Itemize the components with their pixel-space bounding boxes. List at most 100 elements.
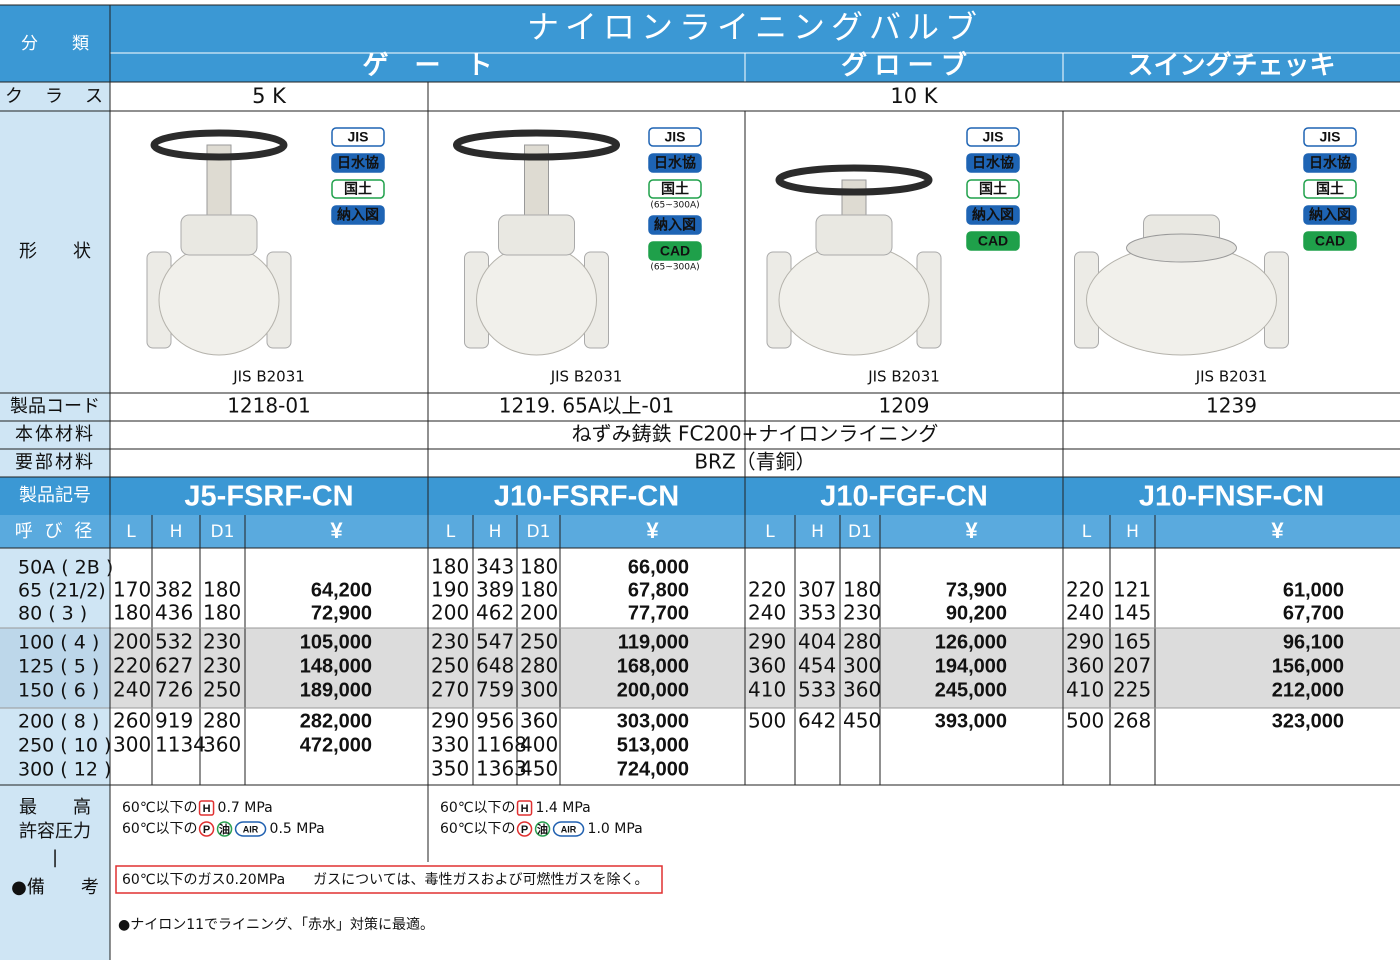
pressure-text: 60℃以下の xyxy=(122,821,198,837)
dimension: 648 xyxy=(476,654,514,678)
dimension: 250 xyxy=(431,654,469,678)
badge xyxy=(1303,179,1357,199)
model-code: J10-FGF-CN xyxy=(820,481,988,513)
material: BRZ（青銅） xyxy=(694,450,815,474)
product-code: 1239 xyxy=(1206,394,1257,418)
row-label: ク ラ ス xyxy=(5,86,105,107)
dimension: 300 xyxy=(843,654,881,678)
price: 73,900 xyxy=(946,579,1007,601)
dimension: 1134 xyxy=(155,733,206,757)
row-label: 許容圧力 xyxy=(19,821,91,842)
dimension: 260 xyxy=(113,709,151,733)
price: 472,000 xyxy=(300,734,372,756)
icon-text: AIR xyxy=(561,824,577,834)
dimension: 353 xyxy=(798,601,836,625)
dimension: 759 xyxy=(476,678,514,702)
badge xyxy=(331,205,385,225)
row-label: 要部材料 xyxy=(15,452,95,473)
price: 148,000 xyxy=(300,655,372,677)
badge-text: JIS xyxy=(982,129,1003,145)
column-header: L xyxy=(446,522,456,542)
badge-text: 日水協 xyxy=(972,155,1014,171)
column-header: L xyxy=(1082,522,1092,542)
dimension: 1363 xyxy=(476,757,527,781)
badge-note: (65~300A) xyxy=(650,263,699,273)
badge xyxy=(1303,127,1357,147)
dimension: 360 xyxy=(748,654,786,678)
badge xyxy=(331,127,385,147)
price: 67,800 xyxy=(628,579,689,601)
dimension: 410 xyxy=(748,678,786,702)
row-label: 形 状 xyxy=(19,241,91,262)
dimension: 360 xyxy=(1066,654,1104,678)
icon xyxy=(234,821,267,837)
dimension: 350 xyxy=(431,757,469,781)
page-title: ナイロンライニングバルブ xyxy=(527,8,983,46)
dimension: 230 xyxy=(431,630,469,654)
dimension: 450 xyxy=(520,757,558,781)
badge xyxy=(1303,231,1357,251)
dimension: 360 xyxy=(203,733,241,757)
price: 303,000 xyxy=(617,710,689,732)
product-image xyxy=(1074,214,1289,356)
badge-text: 国土 xyxy=(344,181,372,197)
badge-text: CAD xyxy=(660,243,690,259)
badge xyxy=(648,179,702,199)
icon-text: P xyxy=(203,824,210,836)
dimension: 330 xyxy=(431,733,469,757)
badge xyxy=(966,179,1020,199)
price: 194,000 xyxy=(935,655,1007,677)
header-bg xyxy=(0,5,1400,82)
pressure-text: 0.5 MPa xyxy=(270,821,325,837)
dimension: 400 xyxy=(520,733,558,757)
standard: JIS B2031 xyxy=(1195,368,1268,386)
dimension: 450 xyxy=(843,709,881,733)
gas-note-box xyxy=(115,865,663,894)
badge xyxy=(648,241,702,261)
icon xyxy=(516,821,533,837)
dimension: 462 xyxy=(476,601,514,625)
row-label: 本体材料 xyxy=(15,424,95,445)
dimension: 180 xyxy=(113,601,151,625)
dimension: 180 xyxy=(520,578,558,602)
price: 189,000 xyxy=(300,679,372,701)
bonnet xyxy=(815,214,893,256)
dimension: 307 xyxy=(798,578,836,602)
badge-text: 国土 xyxy=(661,181,689,197)
dimension: 180 xyxy=(520,555,558,579)
pressure-text: 60℃以下の xyxy=(122,800,198,816)
dimension: 290 xyxy=(748,630,786,654)
column-header: D1 xyxy=(848,522,872,542)
valve-type: スイングチェッキ xyxy=(1127,50,1335,80)
dimension: 180 xyxy=(431,555,469,579)
size: 250 ( 10 ) xyxy=(18,735,111,757)
column-header: D1 xyxy=(211,522,235,542)
column-header: D1 xyxy=(527,522,551,542)
dimension: 250 xyxy=(520,630,558,654)
product-image xyxy=(766,164,942,356)
badge xyxy=(331,179,385,199)
badge xyxy=(966,153,1020,173)
dimension: 343 xyxy=(476,555,514,579)
badge xyxy=(966,127,1020,147)
column-header: L xyxy=(765,522,775,542)
price: 119,000 xyxy=(618,631,689,653)
column-header: ¥ xyxy=(330,518,343,543)
badge-note: (65~300A) xyxy=(650,201,699,211)
badge xyxy=(648,127,702,147)
standard: JIS B2031 xyxy=(867,368,940,386)
badge-text: 納入図 xyxy=(1309,207,1351,223)
valve-type: ゲ ー ト xyxy=(362,50,492,80)
price: 64,200 xyxy=(311,579,372,601)
dimension: 1168 xyxy=(476,733,527,757)
size: 100 ( 4 ) xyxy=(18,632,99,654)
pressure-text: 0.7 MPa xyxy=(218,800,273,816)
product-code: 1218-01 xyxy=(227,394,311,418)
column-header: L xyxy=(126,522,136,542)
dimension: 956 xyxy=(476,709,514,733)
dimension: 145 xyxy=(1113,601,1151,625)
dimension: 360 xyxy=(520,709,558,733)
icon xyxy=(216,821,233,837)
valve-body xyxy=(158,244,280,356)
